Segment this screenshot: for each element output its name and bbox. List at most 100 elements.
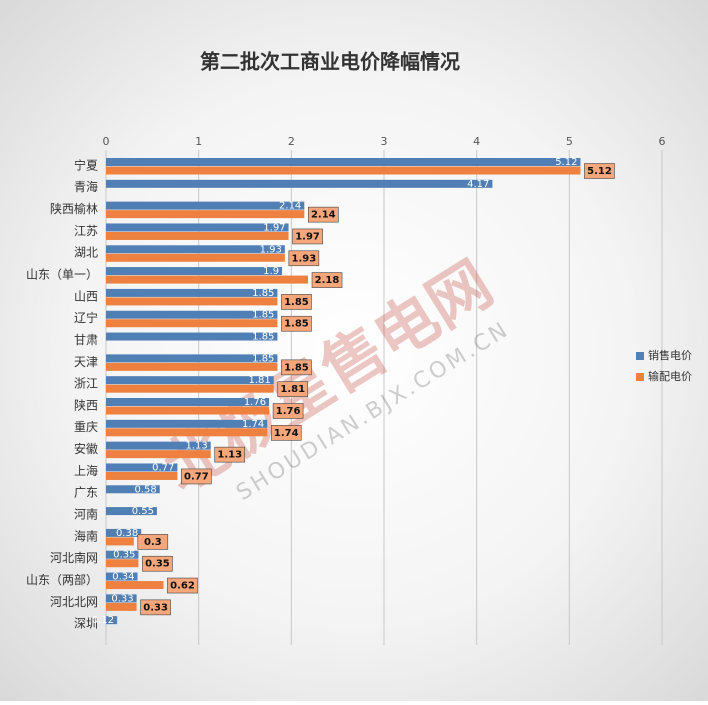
data-label: 0.3 xyxy=(144,537,162,548)
data-label-box xyxy=(277,381,309,397)
data-label-box xyxy=(142,555,173,572)
y-tick-label: 辽宁 xyxy=(74,310,98,325)
data-label-box xyxy=(214,446,246,463)
legend-label: 输配电价 xyxy=(648,369,692,383)
data-label: 0.35 xyxy=(113,550,135,561)
data-label: 1.81 xyxy=(280,384,305,395)
data-label: 5.12 xyxy=(587,166,612,177)
data-label: 1.85 xyxy=(252,310,274,321)
bar xyxy=(106,485,160,494)
data-label-box xyxy=(140,599,171,616)
x-tick-label: 3 xyxy=(381,135,388,148)
data-label: 0.34 xyxy=(112,572,134,583)
data-label-box xyxy=(288,250,320,267)
x-tick-label: 4 xyxy=(473,135,480,148)
bar xyxy=(106,275,309,284)
y-tick-label: 山西 xyxy=(74,289,98,303)
data-label-box xyxy=(311,272,343,288)
x-tick-label: 0 xyxy=(103,135,110,148)
bar xyxy=(106,602,137,611)
y-tick-label: 重庆 xyxy=(74,420,98,434)
y-tick-label: 湖北 xyxy=(74,245,98,260)
data-label-box xyxy=(181,468,212,485)
bar xyxy=(106,406,270,415)
bar xyxy=(106,537,134,546)
data-label: 1.85 xyxy=(284,362,309,373)
chart-title: 第二批次工商业电价降幅情况 xyxy=(200,50,460,74)
legend-swatch xyxy=(636,373,644,381)
bar xyxy=(106,550,139,559)
bar xyxy=(106,253,285,262)
bar xyxy=(106,441,211,450)
bar xyxy=(106,428,268,437)
bar xyxy=(106,310,278,319)
y-tick-label: 上海 xyxy=(74,463,98,478)
data-label-box xyxy=(167,577,198,594)
y-tick-label: 青海 xyxy=(74,179,98,194)
data-label: 0.58 xyxy=(134,484,156,495)
bar xyxy=(106,528,142,537)
y-tick-label: 陕西榆林 xyxy=(50,201,98,216)
bar xyxy=(106,319,278,328)
data-label: 1.74 xyxy=(274,428,299,439)
bar xyxy=(106,288,278,297)
bar xyxy=(106,463,178,472)
bar xyxy=(106,332,278,341)
data-label: 1.13 xyxy=(185,441,207,452)
bar xyxy=(106,419,268,428)
data-label-box xyxy=(292,228,323,245)
y-tick-label: 山东（两部） xyxy=(26,572,98,587)
bar xyxy=(106,297,278,306)
y-tick-label: 河北南网 xyxy=(50,550,98,565)
data-label: 1.76 xyxy=(276,406,301,417)
x-tick-label: 5 xyxy=(566,135,573,148)
data-label: 1.13 xyxy=(217,450,242,461)
data-label: 2.18 xyxy=(315,275,340,286)
data-label: 5.12 xyxy=(555,157,577,168)
data-label: 1.93 xyxy=(292,253,317,264)
data-label: 0.33 xyxy=(111,593,133,604)
y-tick-label: 深圳 xyxy=(74,617,98,631)
data-label: 1.85 xyxy=(284,319,309,330)
data-label-box xyxy=(270,425,302,441)
bar xyxy=(106,158,581,166)
y-tick-label: 河北北网 xyxy=(50,595,98,609)
data-label-box xyxy=(281,359,312,376)
data-label: 1.85 xyxy=(252,332,274,343)
y-tick-label: 海南 xyxy=(74,528,98,543)
data-label-box xyxy=(272,403,304,419)
data-label-box xyxy=(584,163,615,179)
bar xyxy=(106,507,157,516)
bar xyxy=(106,210,305,219)
y-tick-label: 浙江 xyxy=(74,377,98,391)
bar xyxy=(106,581,164,590)
bar xyxy=(106,245,285,254)
data-label: 0.77 xyxy=(184,471,209,482)
data-label: 2.14 xyxy=(311,210,336,221)
data-label: 0.55 xyxy=(132,506,154,517)
y-tick-label: 天津 xyxy=(74,355,98,369)
y-tick-label: 山东（单一） xyxy=(26,268,98,282)
data-label: 1.81 xyxy=(248,375,270,386)
y-tick-label: 甘肃 xyxy=(74,333,98,347)
bar xyxy=(106,616,118,625)
x-tick-label: 2 xyxy=(288,135,295,148)
data-label: 4.17 xyxy=(467,179,489,190)
y-tick-label: 宁夏 xyxy=(74,157,98,172)
data-label: 0.12 xyxy=(92,615,114,626)
bar xyxy=(106,471,178,480)
data-label: 1.74 xyxy=(242,419,264,430)
data-label-box xyxy=(281,294,312,310)
data-label: 1.85 xyxy=(252,288,274,299)
bar xyxy=(106,376,274,385)
data-label: 0.62 xyxy=(170,581,195,592)
y-tick-label: 江苏 xyxy=(74,224,98,238)
bar xyxy=(106,594,137,603)
x-tick-label: 6 xyxy=(659,135,666,148)
data-label: 2.14 xyxy=(279,201,301,212)
data-label: 1.85 xyxy=(284,297,309,308)
bar xyxy=(106,450,211,459)
bar xyxy=(106,267,283,276)
